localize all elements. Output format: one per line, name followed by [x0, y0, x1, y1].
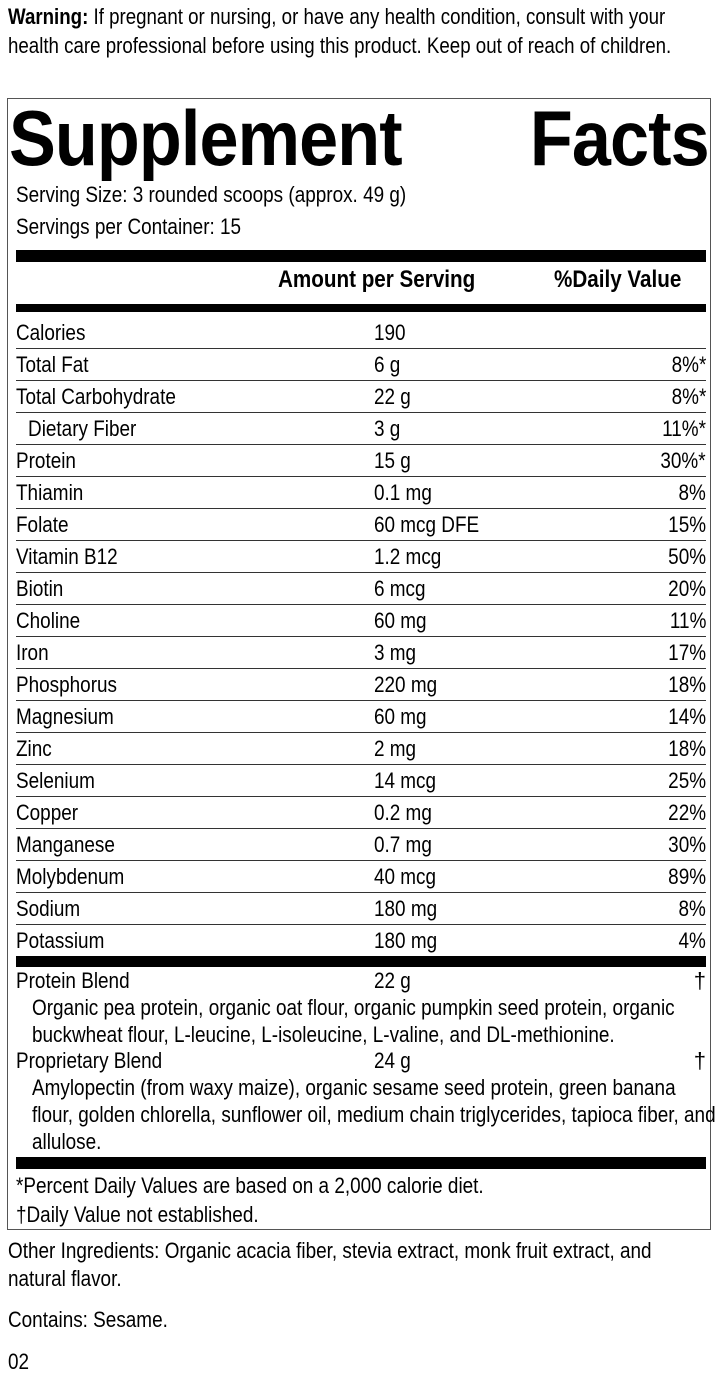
- header-daily-value: %Daily Value: [554, 266, 682, 293]
- blend-amount: 22 g: [374, 968, 411, 993]
- footnote-daily-value: *Percent Daily Values are based on a 2,0…: [16, 1173, 484, 1198]
- table-row: Protein 15 g 30%*: [16, 445, 706, 477]
- table-row: Calories 190: [16, 317, 706, 349]
- table-row: Selenium 14 mcg 25%: [16, 765, 706, 797]
- warning-label: Warning:: [8, 4, 89, 29]
- panel-title: Supplement Facts: [9, 94, 710, 182]
- other-ingredients: Other Ingredients: Organic acacia fiber,…: [8, 1238, 652, 1291]
- protein-blend: Protein Blend 22 g † Organic pea protein…: [16, 967, 706, 1047]
- table-row: Magnesium 60 mg 14%: [16, 701, 706, 733]
- serving-size: Serving Size: 3 rounded scoops (approx. …: [16, 182, 407, 207]
- dagger-mark: †: [693, 968, 706, 993]
- table-row: Total Carbohydrate 22 g 8%*: [16, 381, 706, 413]
- table-row: Folate 60 mcg DFE 15%: [16, 509, 706, 541]
- table-row: Sodium 180 mg 8%: [16, 893, 706, 925]
- header-divider: [16, 304, 706, 312]
- footnote-divider: [16, 1157, 706, 1169]
- warning-body: If pregnant or nursing, or have any heal…: [8, 4, 672, 58]
- label-code: 02: [8, 1349, 30, 1374]
- table-row: Potassium 180 mg 4%: [16, 928, 706, 953]
- table-row: Choline 60 mg 11%: [16, 605, 706, 637]
- table-row: Thiamin 0.1 mg 8%: [16, 477, 706, 509]
- blend-amount: 24 g: [374, 1048, 411, 1073]
- allergen-statement: Contains: Sesame.: [8, 1307, 168, 1332]
- table-row: Biotin 6 mcg 20%: [16, 573, 706, 605]
- dagger-mark: †: [693, 1048, 706, 1073]
- table-row: Copper 0.2 mg 22%: [16, 797, 706, 829]
- table-row: Iron 3 mg 17%: [16, 637, 706, 669]
- thick-divider: [16, 250, 706, 262]
- servings-per-container: Servings per Container: 15: [16, 214, 242, 239]
- footnote-dagger: †Daily Value not established.: [16, 1202, 259, 1227]
- table-row: Manganese 0.7 mg 30%: [16, 829, 706, 861]
- blend-divider: [16, 956, 706, 967]
- blend-name: Protein Blend: [16, 968, 130, 993]
- blend-name: Proprietary Blend: [16, 1048, 163, 1073]
- proprietary-blend: Proprietary Blend 24 g † Amylopectin (fr…: [16, 1047, 716, 1155]
- table-row: Zinc 2 mg 18%: [16, 733, 706, 765]
- header-amount: Amount per Serving: [278, 266, 476, 293]
- title-facts: Facts: [530, 94, 710, 182]
- supplement-facts-panel: [7, 98, 711, 1230]
- blend-description: Amylopectin (from waxy maize), organic s…: [32, 1075, 716, 1154]
- blend-description: Organic pea protein, organic oat flour, …: [32, 995, 675, 1047]
- table-row: Dietary Fiber 3 g 11%*: [16, 413, 706, 445]
- table-row: Total Fat 6 g 8%*: [16, 349, 706, 381]
- title-supplement: Supplement: [9, 94, 403, 182]
- table-row: Phosphorus 220 mg 18%: [16, 669, 706, 701]
- table-row: Vitamin B12 1.2 mcg 50%: [16, 541, 706, 573]
- table-row: Molybdenum 40 mcg 89%: [16, 861, 706, 893]
- warning-text: Warning: If pregnant or nursing, or have…: [8, 2, 688, 60]
